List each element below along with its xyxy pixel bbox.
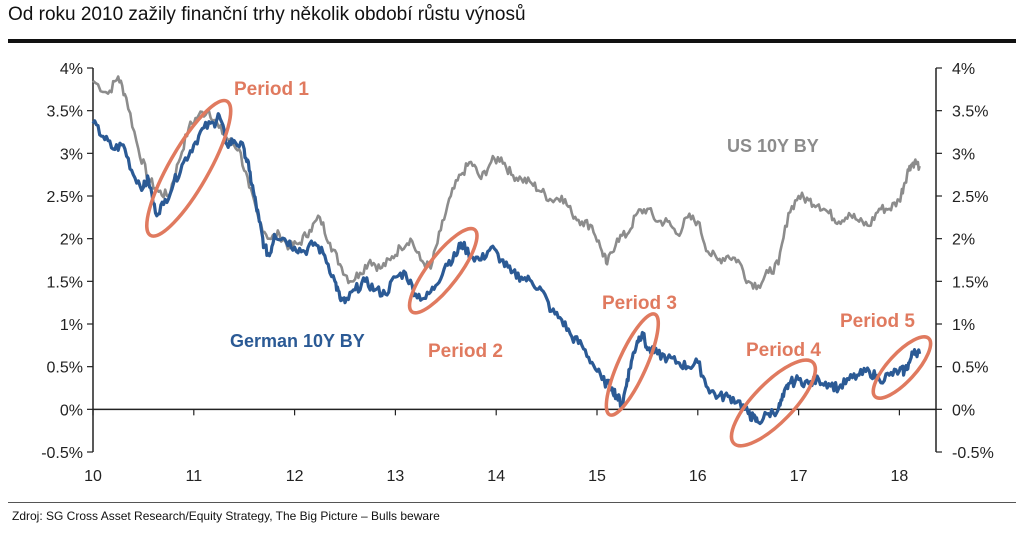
left-tick-label: 3.5% [47, 104, 83, 121]
german-10y-line [91, 112, 922, 426]
x-tick-label: 12 [286, 468, 304, 485]
left-tick-label: 0.5% [47, 360, 83, 377]
x-tick-label: 10 [84, 468, 102, 485]
period-1-label: Period 1 [234, 79, 309, 100]
period-ellipses [145, 98, 933, 448]
left-tick-label: 3% [60, 146, 83, 163]
x-tick-label: 15 [588, 468, 606, 485]
title-rule [8, 39, 1016, 43]
right-tick-label: 0% [952, 402, 975, 419]
annotations: US 10Y BY German 10Y BY Period 1 Period 2 Pe… [230, 79, 915, 362]
period-4-label: Period 4 [746, 340, 821, 361]
axes: 4% 4% 3.5% 3.5% 3% 3% 2.5% 2.5% 2% 2% 1.5% 1.5% 1% 1%… [41, 61, 994, 485]
right-tick-label: 1% [952, 317, 975, 334]
right-tick-label: -0.5% [952, 445, 994, 462]
period-5-ellipse [871, 335, 933, 400]
left-tick-label: 0% [60, 402, 83, 419]
x-tick-label: 14 [487, 468, 505, 485]
left-tick-label: 2% [60, 232, 83, 249]
series-lines [91, 75, 922, 426]
period-1-ellipse [145, 98, 233, 238]
right-tick-label: 3% [952, 146, 975, 163]
period-3-ellipse [604, 312, 661, 417]
x-tick-label: 11 [185, 468, 202, 485]
right-tick-label: 2% [952, 232, 975, 249]
us-10y-label: US 10Y BY [727, 136, 819, 156]
period-2-ellipse [407, 226, 479, 315]
us-10y-line [92, 75, 921, 291]
german-10y-label: German 10Y BY [230, 331, 365, 351]
period-2-label: Period 2 [428, 341, 503, 362]
period-4-ellipse [729, 358, 818, 448]
left-tick-label: 2.5% [47, 189, 83, 206]
x-tick-label: 16 [689, 468, 707, 485]
yield-chart: 4% 4% 3.5% 3.5% 3% 3% 2.5% 2.5% 2% 2% 1.5% 1.5% 1% 1%… [41, 61, 994, 485]
period-5-label: Period 5 [840, 311, 915, 332]
left-tick-label: 1% [60, 317, 83, 334]
x-tick-label: 18 [891, 468, 909, 485]
left-tick-label: 1.5% [47, 274, 83, 291]
right-tick-label: 2.5% [952, 189, 988, 206]
left-tick-label: 4% [60, 61, 83, 78]
chart-title: Od roku 2010 zažily finanční trhy několi… [8, 4, 526, 25]
right-tick-label: 4% [952, 61, 975, 78]
source-note: Zdroj: SG Cross Asset Research/Equity St… [12, 509, 440, 523]
right-tick-label: 0.5% [952, 360, 988, 377]
right-tick-label: 3.5% [952, 104, 988, 121]
left-tick-label: -0.5% [41, 445, 83, 462]
x-tick-label: 17 [790, 468, 808, 485]
right-tick-label: 1.5% [952, 274, 988, 291]
source-rule [8, 502, 1016, 503]
period-3-label: Period 3 [602, 293, 677, 314]
x-tick-label: 13 [387, 468, 405, 485]
